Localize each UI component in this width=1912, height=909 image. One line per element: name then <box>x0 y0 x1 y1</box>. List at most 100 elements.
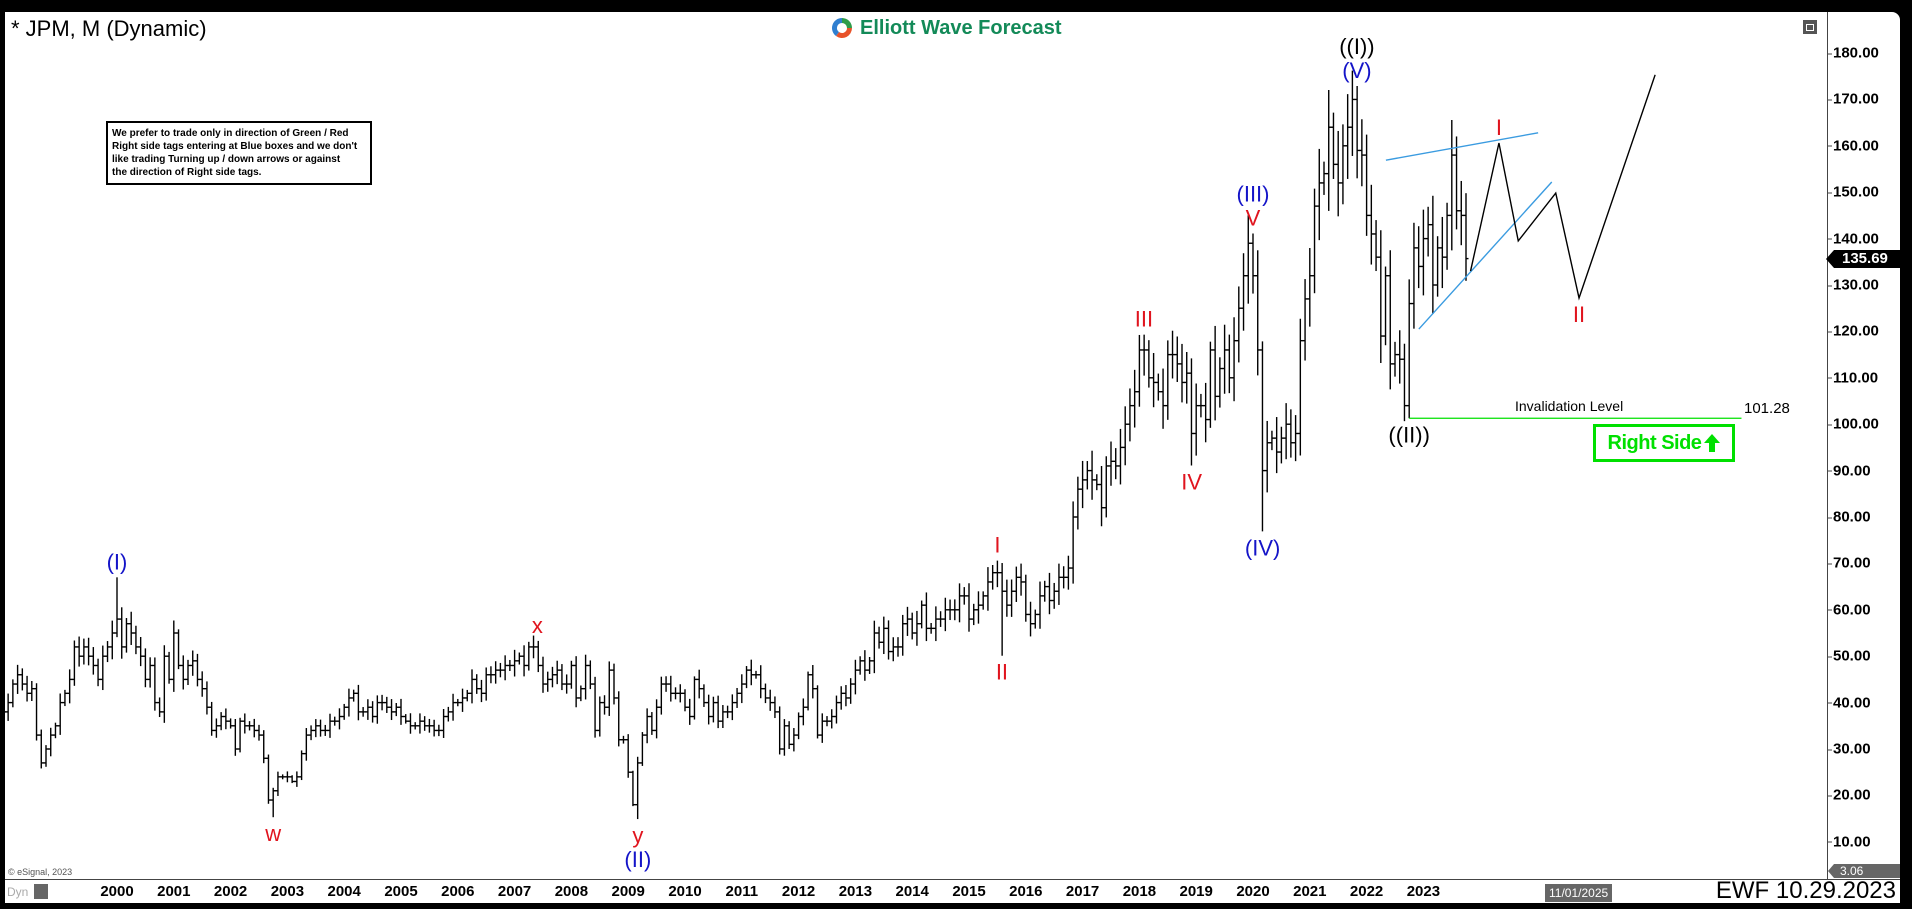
price-bar <box>796 712 802 740</box>
price-bar <box>923 592 929 642</box>
price-bar <box>1198 393 1204 418</box>
logo-icon <box>832 18 852 38</box>
price-tick-label: 100.00 <box>1828 415 1879 433</box>
price-bar <box>1397 330 1403 384</box>
price-bar <box>1193 383 1199 456</box>
price-bar <box>748 659 754 686</box>
price-bar <box>398 698 404 725</box>
lock-icon[interactable] <box>34 884 48 899</box>
logo: Elliott Wave Forecast <box>830 16 1062 40</box>
date-axis[interactable]: Dyn 11/01/2025 EWF 10.29.2023 2000 2001 20… <box>5 877 1900 903</box>
price-bar <box>630 770 636 807</box>
price-bar <box>649 712 655 735</box>
price-bar <box>957 583 963 623</box>
price-bar <box>852 659 858 695</box>
price-bar <box>228 718 234 729</box>
price-bar <box>1061 566 1067 589</box>
price-bar <box>597 696 603 737</box>
price-bar <box>1179 343 1185 403</box>
price-bar <box>791 728 797 752</box>
price-bar <box>1411 222 1417 329</box>
price-bar <box>512 649 518 677</box>
price-bar <box>720 705 726 729</box>
price-bar <box>1013 566 1019 602</box>
price-bar <box>488 666 494 684</box>
price-bar <box>19 668 25 691</box>
price-bar <box>232 718 238 756</box>
price-bar <box>1458 180 1464 246</box>
price-axis[interactable]: 135.69 3.06 180.00 170.00 160.00 150.00 140.… <box>1826 12 1900 879</box>
price-bar <box>786 721 792 749</box>
price-bar <box>1122 406 1128 466</box>
price-tick-label: 120.00 <box>1828 322 1879 340</box>
price-bar <box>994 560 1000 588</box>
wave-label: (IV) <box>1245 535 1280 560</box>
wave-label: (III) <box>1237 181 1270 206</box>
wave-label: II <box>1573 302 1585 327</box>
price-bar <box>95 658 101 687</box>
price-bar <box>52 722 58 739</box>
price-bar <box>426 718 432 733</box>
price-bar <box>327 713 333 738</box>
price-bar <box>1146 340 1152 388</box>
price-bar <box>341 703 347 720</box>
price-bar <box>1212 325 1218 421</box>
price-bar <box>86 637 92 666</box>
price-bar <box>450 693 456 721</box>
price-bar <box>516 652 522 665</box>
price-bar <box>90 647 96 675</box>
price-bar <box>1046 572 1052 615</box>
price-bar <box>909 612 915 640</box>
price-bar <box>658 676 664 715</box>
price-bar <box>1117 428 1123 485</box>
price-bar <box>767 689 773 711</box>
price-bar <box>1099 465 1105 527</box>
price-bar <box>1316 148 1322 241</box>
price-bar <box>299 750 305 781</box>
price-bar <box>1032 609 1038 629</box>
price-bar <box>1383 266 1389 346</box>
price-bar <box>1420 209 1426 296</box>
wave-label: (I) <box>107 549 128 574</box>
price-bar <box>644 708 650 744</box>
price-bar <box>725 705 731 719</box>
price-bar <box>1326 89 1332 211</box>
price-bar <box>904 606 910 636</box>
price-bar <box>1368 184 1374 265</box>
price-chart[interactable]: (I)wxy(II)IIIIIIIVV(III)(IV)(V)((I))((II… <box>5 12 1827 879</box>
price-bar <box>29 680 35 702</box>
price-bar <box>119 607 125 659</box>
logo-text: Elliott Wave Forecast <box>860 16 1062 39</box>
price-tick-label: 160.00 <box>1828 137 1879 155</box>
price-bar <box>384 696 390 713</box>
price-bar <box>417 713 423 734</box>
price-bar <box>57 693 63 735</box>
price-tick-label: 50.00 <box>1828 647 1871 665</box>
price-bar <box>715 695 721 729</box>
price-bar <box>1401 343 1407 422</box>
price-bar <box>1236 286 1242 363</box>
wave-label: II <box>996 660 1008 685</box>
price-bar <box>1283 403 1289 460</box>
price-bar <box>1160 368 1166 429</box>
price-bar <box>1364 134 1370 236</box>
price-tick-label: 40.00 <box>1828 694 1871 712</box>
price-bar <box>1297 318 1303 456</box>
price-tick-label: 70.00 <box>1828 554 1871 572</box>
price-bar <box>1222 324 1228 394</box>
price-bar <box>251 718 257 738</box>
price-tick-label: 80.00 <box>1828 508 1871 526</box>
price-bar <box>441 708 447 738</box>
price-bar <box>289 775 295 784</box>
price-bar <box>620 735 626 744</box>
price-bar <box>502 655 508 681</box>
year-tick-label: 2021 <box>1293 883 1327 900</box>
restore-window-icon[interactable] <box>1803 20 1817 34</box>
price-bar <box>805 671 811 711</box>
price-bar <box>1023 574 1029 622</box>
price-bar <box>971 603 977 626</box>
price-bar <box>1004 579 1010 617</box>
year-tick-label: 2006 <box>441 883 475 900</box>
price-bar <box>464 689 470 702</box>
price-bar <box>654 699 660 739</box>
